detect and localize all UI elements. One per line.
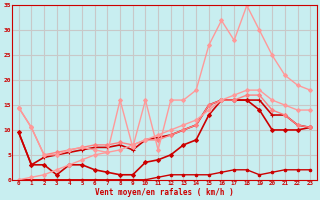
X-axis label: Vent moyen/en rafales ( km/h ): Vent moyen/en rafales ( km/h ) bbox=[95, 188, 234, 197]
